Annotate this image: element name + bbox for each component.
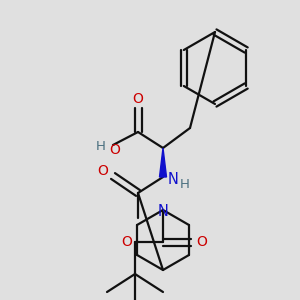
Text: O: O (110, 143, 120, 157)
Text: N: N (168, 172, 179, 187)
Text: H: H (96, 140, 106, 152)
Text: O: O (196, 235, 207, 249)
Text: N: N (158, 205, 168, 220)
Text: O: O (133, 92, 143, 106)
Text: O: O (98, 164, 108, 178)
Text: O: O (122, 235, 132, 249)
Polygon shape (160, 148, 167, 177)
Text: H: H (180, 178, 190, 191)
